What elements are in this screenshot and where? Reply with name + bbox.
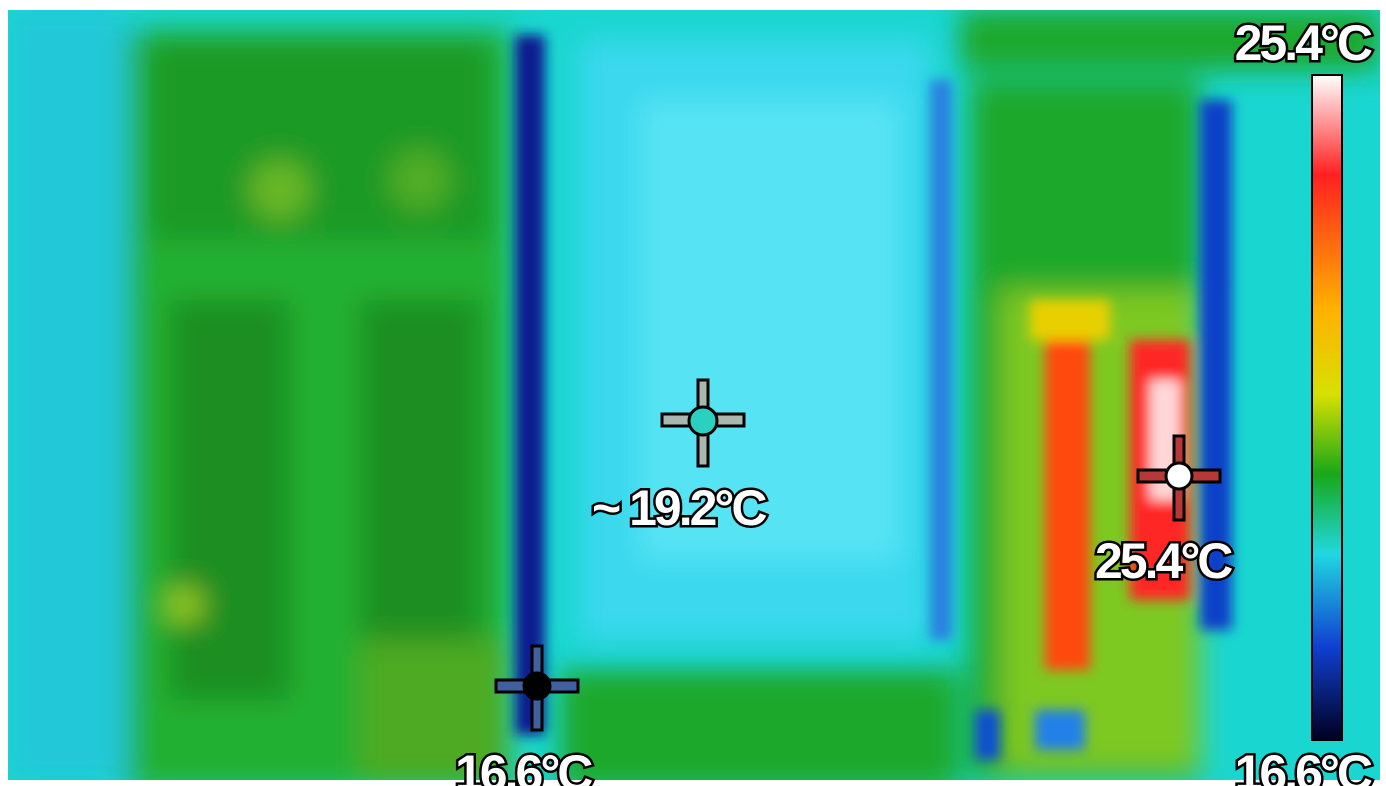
center-temp: ~ 19.2°C (592, 480, 766, 536)
scale-min: 16.6°C (1235, 745, 1372, 786)
hot-temp: 25.4°C (1095, 533, 1232, 589)
scene (8, 10, 1380, 780)
cold-temp: 16.6°C (455, 745, 592, 786)
crosshair (494, 378, 1222, 732)
scale-max: 25.4°C (1235, 15, 1372, 71)
color-scale (1311, 74, 1343, 741)
